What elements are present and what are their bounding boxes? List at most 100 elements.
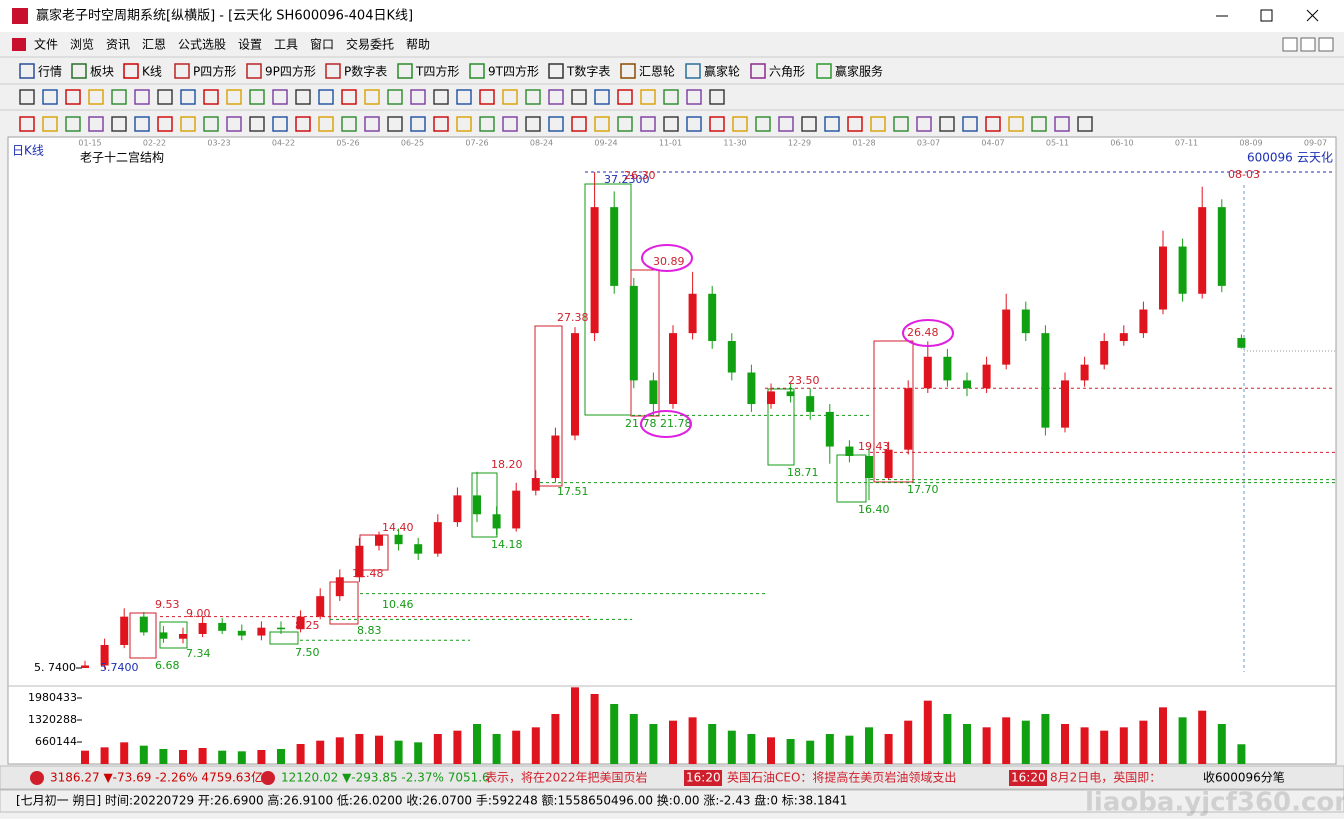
toolbar-icon[interactable] xyxy=(325,63,341,79)
menu-item[interactable]: 公式选股 xyxy=(178,38,226,52)
toolbar-icon[interactable] xyxy=(123,63,139,79)
tool-icon[interactable] xyxy=(364,116,380,132)
tool-icon[interactable] xyxy=(433,116,449,132)
menu-item[interactable]: 资讯 xyxy=(106,38,130,52)
tool-icon[interactable] xyxy=(1054,116,1070,132)
toolbar-button[interactable]: K线 xyxy=(142,65,162,79)
tool-icon[interactable] xyxy=(111,116,127,132)
tool-icon[interactable] xyxy=(341,116,357,132)
tool-icon[interactable] xyxy=(640,89,656,105)
menu-item[interactable]: 帮助 xyxy=(406,38,430,52)
tool-icon[interactable] xyxy=(755,116,771,132)
tool-icon[interactable] xyxy=(295,116,311,132)
tool-icon[interactable] xyxy=(180,116,196,132)
tool-icon[interactable] xyxy=(594,89,610,105)
tool-icon[interactable] xyxy=(19,116,35,132)
tool-icon[interactable] xyxy=(134,116,150,132)
tool-icon[interactable] xyxy=(502,116,518,132)
tool-icon[interactable] xyxy=(479,89,495,105)
maximize-button[interactable] xyxy=(1260,9,1273,22)
tool-icon[interactable] xyxy=(939,116,955,132)
tool-icon[interactable] xyxy=(525,89,541,105)
toolbar-icon[interactable] xyxy=(620,63,636,79)
tool-icon[interactable] xyxy=(778,116,794,132)
tool-icon[interactable] xyxy=(157,116,173,132)
tool-icon[interactable] xyxy=(709,89,725,105)
tool-icon[interactable] xyxy=(594,116,610,132)
tool-icon[interactable] xyxy=(479,116,495,132)
toolbar-button[interactable]: 六角形 xyxy=(769,65,805,79)
tool-icon[interactable] xyxy=(272,116,288,132)
tool-icon[interactable] xyxy=(410,116,426,132)
toolbar-icon[interactable] xyxy=(397,63,413,79)
tool-icon[interactable] xyxy=(870,116,886,132)
tool-icon[interactable] xyxy=(663,89,679,105)
toolbar-icon[interactable] xyxy=(19,63,35,79)
tool-icon[interactable] xyxy=(847,116,863,132)
tool-icon[interactable] xyxy=(824,116,840,132)
tool-icon[interactable] xyxy=(985,116,1001,132)
tool-icon[interactable] xyxy=(709,116,725,132)
tool-icon[interactable] xyxy=(1077,116,1093,132)
tool-icon[interactable] xyxy=(617,116,633,132)
tool-icon[interactable] xyxy=(433,89,449,105)
tool-icon[interactable] xyxy=(134,89,150,105)
menu-item[interactable]: 窗口 xyxy=(310,38,334,52)
toolbar-button[interactable]: P四方形 xyxy=(193,64,236,79)
tool-icon[interactable] xyxy=(387,89,403,105)
tool-icon[interactable] xyxy=(42,89,58,105)
menu-item[interactable]: 交易委托 xyxy=(346,37,394,52)
tool-icon[interactable] xyxy=(88,116,104,132)
tool-icon[interactable] xyxy=(226,116,242,132)
mdi-button[interactable] xyxy=(1282,37,1298,52)
close-button[interactable] xyxy=(1306,9,1319,22)
tool-icon[interactable] xyxy=(364,89,380,105)
tool-icon[interactable] xyxy=(295,89,311,105)
tick-label[interactable]: 收600096分笔 xyxy=(1203,770,1285,785)
tool-icon[interactable] xyxy=(571,116,587,132)
tool-icon[interactable] xyxy=(548,89,564,105)
tool-icon[interactable] xyxy=(456,116,472,132)
tool-icon[interactable] xyxy=(341,89,357,105)
menu-item[interactable]: 汇恩 xyxy=(142,38,166,52)
tool-icon[interactable] xyxy=(502,89,518,105)
tool-icon[interactable] xyxy=(19,89,35,105)
tool-icon[interactable] xyxy=(640,116,656,132)
toolbar-button[interactable]: T四方形 xyxy=(415,64,459,79)
tool-icon[interactable] xyxy=(1008,116,1024,132)
tool-icon[interactable] xyxy=(801,116,817,132)
menu-item[interactable]: 文件 xyxy=(34,37,58,52)
toolbar-icon[interactable] xyxy=(246,63,262,79)
tool-icon[interactable] xyxy=(617,89,633,105)
menu-item[interactable]: 浏览 xyxy=(70,37,94,52)
tool-icon[interactable] xyxy=(272,89,288,105)
toolbar-button[interactable]: 板块 xyxy=(90,65,114,79)
toolbar-button[interactable]: 9P四方形 xyxy=(265,64,316,79)
toolbar-button[interactable]: 赢家轮 xyxy=(704,64,740,79)
tool-icon[interactable] xyxy=(1031,116,1047,132)
tool-icon[interactable] xyxy=(962,116,978,132)
toolbar-icon[interactable] xyxy=(548,63,564,79)
toolbar-button[interactable]: T数字表 xyxy=(566,64,610,79)
toolbar-icon[interactable] xyxy=(174,63,190,79)
tool-icon[interactable] xyxy=(663,116,679,132)
toolbar-button[interactable]: P数字表 xyxy=(344,64,387,79)
tool-icon[interactable] xyxy=(732,116,748,132)
tool-icon[interactable] xyxy=(548,116,564,132)
toolbar-icon[interactable] xyxy=(469,63,485,79)
tool-icon[interactable] xyxy=(525,116,541,132)
toolbar-icon[interactable] xyxy=(71,63,87,79)
tool-icon[interactable] xyxy=(111,89,127,105)
tool-icon[interactable] xyxy=(65,116,81,132)
tool-icon[interactable] xyxy=(571,89,587,105)
tool-icon[interactable] xyxy=(249,116,265,132)
tool-icon[interactable] xyxy=(203,116,219,132)
tool-icon[interactable] xyxy=(226,89,242,105)
tool-icon[interactable] xyxy=(893,116,909,132)
tool-icon[interactable] xyxy=(180,89,196,105)
tool-icon[interactable] xyxy=(387,116,403,132)
toolbar-icon[interactable] xyxy=(685,63,701,79)
tool-icon[interactable] xyxy=(456,89,472,105)
tool-icon[interactable] xyxy=(249,89,265,105)
toolbar-icon[interactable] xyxy=(750,63,766,79)
